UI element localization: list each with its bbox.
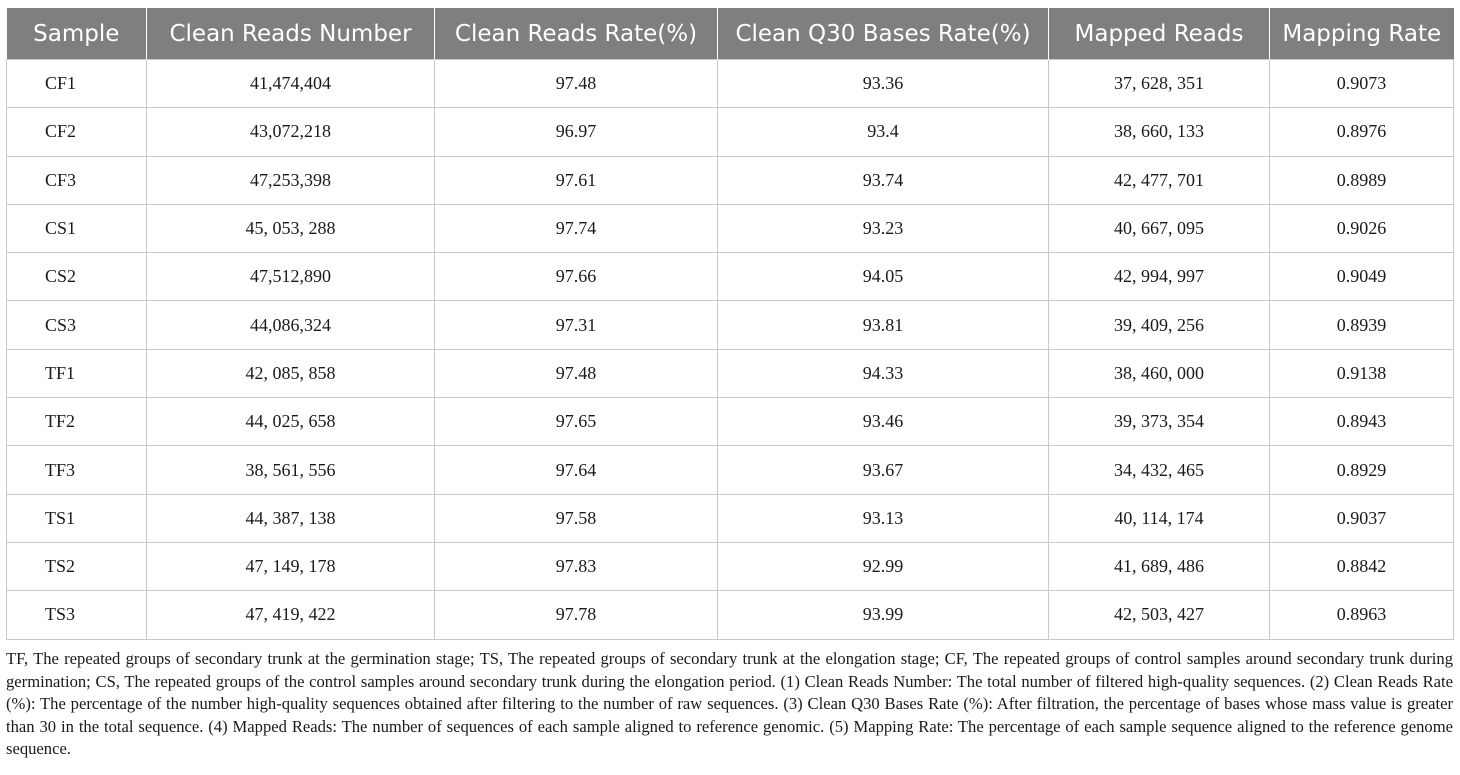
cell-mapped-reads: 38, 460, 000 <box>1048 348 1270 399</box>
cell-mapping-rate: 0.9049 <box>1269 252 1454 302</box>
cell-sample: CF3 <box>6 155 147 205</box>
cell-clean-q30-bases-rate: 93.23 <box>717 203 1049 254</box>
table-row: TF2 44, 025, 658 97.65 93.46 39, 373, 35… <box>6 397 1454 447</box>
header-mapping-rate: Mapping Rate <box>1269 8 1454 60</box>
table-row: CF3 47,253,398 97.61 93.74 42, 477, 701 … <box>6 155 1454 205</box>
cell-sample: CS1 <box>6 203 147 254</box>
cell-mapped-reads: 38, 660, 133 <box>1048 107 1270 157</box>
cell-mapping-rate: 0.8939 <box>1269 300 1454 350</box>
cell-mapping-rate: 0.9026 <box>1269 203 1454 254</box>
cell-mapping-rate: 0.8963 <box>1269 590 1454 640</box>
cell-clean-reads-number: 44,086,324 <box>146 300 435 350</box>
cell-mapped-reads: 39, 409, 256 <box>1048 300 1270 350</box>
cell-mapping-rate: 0.8976 <box>1269 107 1454 157</box>
cell-clean-reads-number: 43,072,218 <box>146 107 435 157</box>
cell-mapped-reads: 40, 667, 095 <box>1048 203 1270 254</box>
cell-mapping-rate: 0.8989 <box>1269 155 1454 205</box>
cell-clean-q30-bases-rate: 93.46 <box>717 397 1049 447</box>
cell-clean-q30-bases-rate: 93.36 <box>717 58 1049 109</box>
table-row: CF2 43,072,218 96.97 93.4 38, 660, 133 0… <box>6 107 1454 157</box>
cell-sample: TS1 <box>6 493 147 543</box>
header-clean-reads-number: Clean Reads Number <box>146 8 435 60</box>
cell-clean-q30-bases-rate: 94.33 <box>717 348 1049 399</box>
cell-clean-q30-bases-rate: 93.4 <box>717 107 1049 157</box>
cell-mapped-reads: 39, 373, 354 <box>1048 397 1270 447</box>
cell-sample: TF2 <box>6 397 147 447</box>
cell-mapping-rate: 0.9138 <box>1269 348 1454 399</box>
cell-clean-q30-bases-rate: 92.99 <box>717 541 1049 592</box>
cell-clean-reads-rate: 97.65 <box>434 397 718 447</box>
cell-clean-reads-rate: 97.48 <box>434 348 718 399</box>
cell-mapped-reads: 42, 994, 997 <box>1048 252 1270 302</box>
table-row: TS3 47, 419, 422 97.78 93.99 42, 503, 42… <box>6 590 1454 640</box>
cell-clean-reads-rate: 97.83 <box>434 541 718 592</box>
cell-clean-reads-rate: 97.61 <box>434 155 718 205</box>
table-row: CS2 47,512,890 97.66 94.05 42, 994, 997 … <box>6 252 1454 302</box>
sequencing-stats-table: Sample Clean Reads Number Clean Reads Ra… <box>6 8 1454 640</box>
cell-clean-reads-number: 41,474,404 <box>146 58 435 109</box>
cell-clean-reads-number: 44, 387, 138 <box>146 493 435 543</box>
cell-clean-reads-number: 47, 419, 422 <box>146 590 435 640</box>
cell-clean-reads-rate: 96.97 <box>434 107 718 157</box>
header-clean-q30-bases-rate: Clean Q30 Bases Rate(%) <box>717 8 1049 60</box>
cell-sample: TF3 <box>6 445 147 495</box>
table-footnote: TF, The repeated groups of secondary tru… <box>6 649 1453 759</box>
cell-clean-reads-number: 45, 053, 288 <box>146 203 435 254</box>
cell-clean-reads-number: 38, 561, 556 <box>146 445 435 495</box>
cell-clean-reads-number: 42, 085, 858 <box>146 348 435 399</box>
table-row: CF1 41,474,404 97.48 93.36 37, 628, 351 … <box>6 58 1454 109</box>
cell-sample: CS3 <box>6 300 147 350</box>
cell-sample: CF2 <box>6 107 147 157</box>
cell-clean-reads-rate: 97.66 <box>434 252 718 302</box>
cell-mapped-reads: 40, 114, 174 <box>1048 493 1270 543</box>
table-row: TS2 47, 149, 178 97.83 92.99 41, 689, 48… <box>6 541 1454 592</box>
cell-clean-reads-rate: 97.74 <box>434 203 718 254</box>
sequencing-stats-table-container: Sample Clean Reads Number Clean Reads Ra… <box>6 8 1454 640</box>
table-row: TF1 42, 085, 858 97.48 94.33 38, 460, 00… <box>6 348 1454 399</box>
cell-mapping-rate: 0.8929 <box>1269 445 1454 495</box>
cell-mapped-reads: 41, 689, 486 <box>1048 541 1270 592</box>
table-row: CS3 44,086,324 97.31 93.81 39, 409, 256 … <box>6 300 1454 350</box>
cell-sample: CF1 <box>6 58 147 109</box>
cell-clean-reads-number: 44, 025, 658 <box>146 397 435 447</box>
cell-clean-q30-bases-rate: 93.81 <box>717 300 1049 350</box>
cell-mapping-rate: 0.9037 <box>1269 493 1454 543</box>
cell-clean-q30-bases-rate: 93.99 <box>717 590 1049 640</box>
cell-clean-reads-rate: 97.31 <box>434 300 718 350</box>
cell-mapped-reads: 42, 503, 427 <box>1048 590 1270 640</box>
cell-mapping-rate: 0.8842 <box>1269 541 1454 592</box>
cell-mapped-reads: 37, 628, 351 <box>1048 58 1270 109</box>
cell-clean-q30-bases-rate: 93.74 <box>717 155 1049 205</box>
table-header-row: Sample Clean Reads Number Clean Reads Ra… <box>6 8 1454 60</box>
cell-clean-reads-number: 47,253,398 <box>146 155 435 205</box>
cell-mapping-rate: 0.8943 <box>1269 397 1454 447</box>
cell-mapped-reads: 34, 432, 465 <box>1048 445 1270 495</box>
header-sample: Sample <box>6 8 147 60</box>
cell-sample: TS2 <box>6 541 147 592</box>
cell-sample: TF1 <box>6 348 147 399</box>
table-row: TF3 38, 561, 556 97.64 93.67 34, 432, 46… <box>6 445 1454 495</box>
cell-clean-reads-rate: 97.58 <box>434 493 718 543</box>
table-row: TS1 44, 387, 138 97.58 93.13 40, 114, 17… <box>6 493 1454 543</box>
cell-clean-reads-rate: 97.48 <box>434 58 718 109</box>
cell-clean-q30-bases-rate: 93.13 <box>717 493 1049 543</box>
cell-clean-q30-bases-rate: 94.05 <box>717 252 1049 302</box>
cell-sample: CS2 <box>6 252 147 302</box>
cell-mapping-rate: 0.9073 <box>1269 58 1454 109</box>
cell-clean-reads-rate: 97.64 <box>434 445 718 495</box>
cell-clean-reads-number: 47,512,890 <box>146 252 435 302</box>
cell-clean-reads-number: 47, 149, 178 <box>146 541 435 592</box>
cell-clean-reads-rate: 97.78 <box>434 590 718 640</box>
header-mapped-reads: Mapped Reads <box>1048 8 1270 60</box>
header-clean-reads-rate: Clean Reads Rate(%) <box>434 8 718 60</box>
cell-clean-q30-bases-rate: 93.67 <box>717 445 1049 495</box>
cell-sample: TS3 <box>6 590 147 640</box>
cell-mapped-reads: 42, 477, 701 <box>1048 155 1270 205</box>
table-row: CS1 45, 053, 288 97.74 93.23 40, 667, 09… <box>6 203 1454 254</box>
